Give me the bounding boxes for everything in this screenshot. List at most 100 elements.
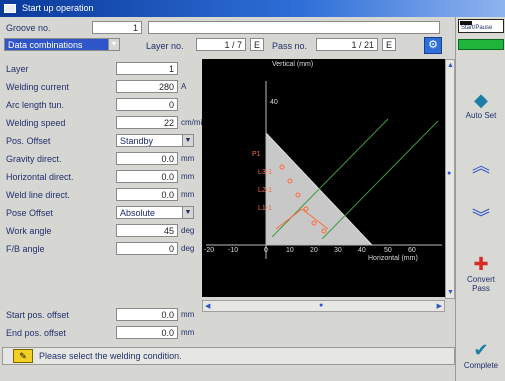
- layer-no-label: Layer no.: [146, 41, 184, 51]
- speed-label: Welding speed: [6, 118, 66, 128]
- layer-no-field[interactable]: 1 / 7: [196, 38, 246, 51]
- x-tick-label: 40: [358, 247, 366, 254]
- pose-offset-value: Absolute: [120, 208, 156, 218]
- move-down-button[interactable]: ︾: [458, 197, 504, 237]
- complete-icon: ✔: [473, 340, 489, 360]
- horizontal-unit: mm: [181, 172, 195, 181]
- convert-icon: ✚: [473, 253, 489, 274]
- window-title: Start up operation: [22, 3, 94, 13]
- groove-input[interactable]: 1: [92, 21, 142, 34]
- status-green-indicator: [458, 39, 504, 50]
- status-message: Please select the welding condition.: [39, 351, 182, 361]
- window-icon: [4, 4, 16, 13]
- work-angle-unit: deg: [181, 226, 195, 235]
- start-offset-label: Start pos. offset: [6, 310, 69, 320]
- bead-point: [279, 164, 285, 170]
- gravity-unit: mm: [181, 154, 195, 163]
- chevron-down-icon[interactable]: ▼: [182, 207, 193, 218]
- x-tick-label: 30: [334, 247, 342, 254]
- indicator-dark: [460, 21, 472, 25]
- layer-input[interactable]: 1: [116, 62, 178, 75]
- pass-label: L3-1: [258, 169, 273, 176]
- chevron-up-icon: ︽: [472, 156, 490, 176]
- pos-offset-select[interactable]: Standby ▼: [116, 134, 194, 147]
- y-tick-label: 40: [270, 99, 278, 106]
- condition-select[interactable]: Data combinations ▼: [4, 38, 120, 51]
- scroll-left-icon[interactable]: ◀: [205, 303, 211, 310]
- groove-label: Groove no.: [6, 23, 51, 33]
- x-tick-label: 50: [384, 247, 392, 254]
- weldline-label: Weld line direct.: [6, 190, 70, 200]
- plot-horizontal-scrollbar[interactable]: ◀ ● ▶: [202, 300, 445, 312]
- scroll-right-icon[interactable]: ▶: [436, 303, 442, 310]
- end-offset-label: End pos. offset: [6, 328, 66, 338]
- complete-button[interactable]: ✔ Complete: [458, 335, 504, 375]
- bead-point: [303, 206, 309, 212]
- chevron-down-icon[interactable]: ▼: [182, 135, 193, 146]
- plot-vertical-scrollbar[interactable]: ▲ ● ▼: [445, 59, 455, 299]
- title-bar: Start up operation: [0, 0, 505, 17]
- chevron-down-icon[interactable]: ▼: [108, 39, 119, 50]
- info-icon: ✎: [13, 349, 33, 363]
- chevron-down-icon: ︾: [472, 208, 490, 228]
- scroll-down-icon[interactable]: ▼: [447, 289, 454, 296]
- work-angle-label: Work angle: [6, 226, 52, 236]
- plot-canvas: [206, 81, 442, 259]
- arc-input[interactable]: 0: [116, 98, 178, 111]
- x-tick-label: -20: [204, 247, 215, 254]
- x-tick-label: 0: [264, 247, 268, 254]
- fb-angle-label: F/B angle: [6, 244, 45, 254]
- fb-angle-unit: deg: [181, 244, 195, 253]
- pose-offset-label: Pose Offset: [6, 208, 53, 218]
- scroll-thumb-icon[interactable]: ●: [447, 170, 452, 177]
- gravity-label: Gravity direct.: [6, 154, 62, 164]
- speed-unit: cm/min: [181, 118, 207, 127]
- speed-input[interactable]: 22: [116, 116, 178, 129]
- start-offset-input[interactable]: 0.0: [116, 308, 178, 321]
- pos-offset-label: Pos. Offset: [6, 136, 51, 146]
- bead-line: [275, 208, 303, 230]
- current-label: Welding current: [6, 82, 69, 92]
- pass-label: P1: [252, 151, 261, 158]
- x-axis-title: Horizontal (mm): [368, 255, 418, 262]
- weldline-unit: mm: [181, 190, 195, 199]
- bead-point: [295, 192, 301, 198]
- bead-point: [287, 178, 293, 184]
- bead-point: [311, 220, 317, 226]
- start-pause-label: Start/Pause: [461, 25, 493, 31]
- horizontal-input[interactable]: 0.0: [116, 170, 178, 183]
- layer-spin-button[interactable]: E: [250, 38, 264, 51]
- auto-set-icon: ◆: [474, 90, 488, 110]
- end-offset-unit: mm: [181, 328, 195, 337]
- pose-offset-select[interactable]: Absolute ▼: [116, 206, 194, 219]
- work-angle-input[interactable]: 45: [116, 224, 178, 237]
- current-input[interactable]: 280: [116, 80, 178, 93]
- auto-set-button[interactable]: ◆ Auto Set: [458, 85, 504, 125]
- scroll-thumb-icon[interactable]: ●: [319, 302, 324, 309]
- bead-point: [321, 228, 327, 234]
- pass-no-field[interactable]: 1 / 21: [316, 38, 378, 51]
- torch-line-2: [321, 120, 439, 240]
- groove-description-field[interactable]: [148, 21, 440, 34]
- pass-label: L1-1: [258, 205, 273, 212]
- complete-label: Complete: [463, 361, 499, 370]
- indicator-panel: Start/Pause: [458, 19, 504, 33]
- layer-label: Layer: [6, 64, 29, 74]
- weldline-input[interactable]: 0.0: [116, 188, 178, 201]
- convert-pass-button[interactable]: ✚ Convert Pass: [458, 249, 504, 297]
- x-tick-label: 20: [310, 247, 318, 254]
- pass-no-label: Pass no.: [272, 41, 308, 51]
- weld-bead-plot[interactable]: Vertical (mm) 40 Horizontal (mm) -20 -10…: [202, 59, 445, 297]
- settings-button[interactable]: ⚙: [424, 37, 442, 54]
- move-up-button[interactable]: ︽: [458, 145, 504, 185]
- scroll-up-icon[interactable]: ▲: [447, 62, 454, 69]
- convert-pass-label: Convert Pass: [466, 274, 495, 293]
- fb-angle-input[interactable]: 0: [116, 242, 178, 255]
- end-offset-input[interactable]: 0.0: [116, 326, 178, 339]
- pass-spin-button[interactable]: E: [382, 38, 396, 51]
- gravity-input[interactable]: 0.0: [116, 152, 178, 165]
- x-tick-label: 60: [408, 247, 416, 254]
- pass-label: L2-1: [258, 187, 273, 194]
- horizontal-label: Horizontal direct.: [6, 172, 74, 182]
- pos-offset-value: Standby: [120, 136, 154, 146]
